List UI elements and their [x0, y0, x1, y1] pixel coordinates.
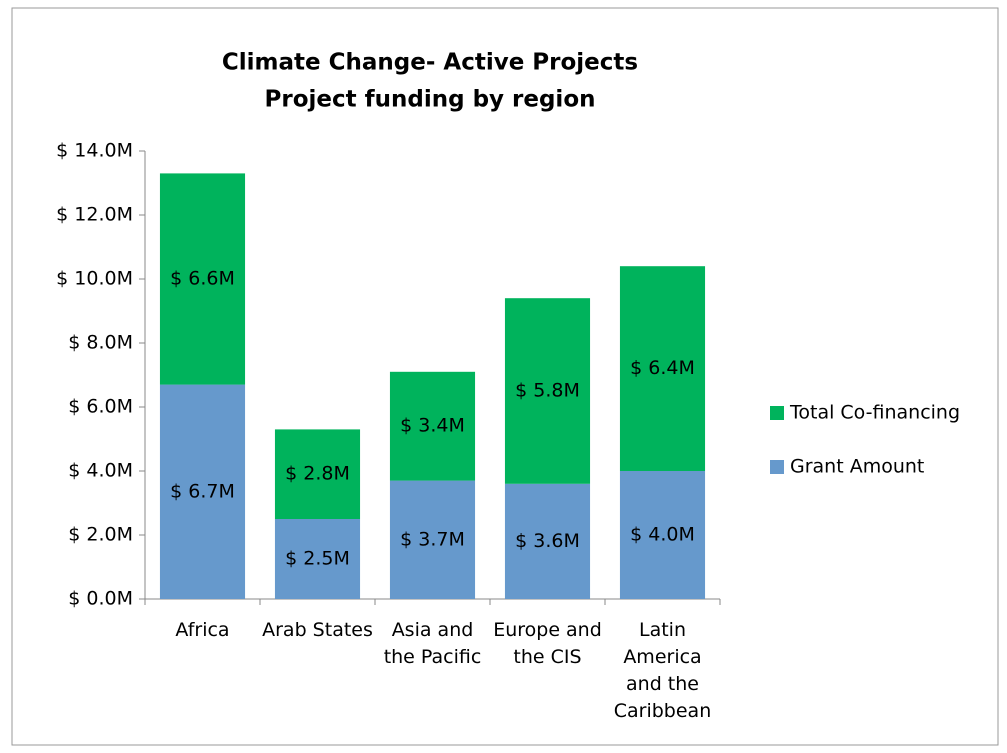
- bar-segment: [619, 471, 706, 599]
- data-label: $ 3.7M: [400, 528, 465, 550]
- data-label: $ 2.5M: [285, 548, 350, 570]
- data-label: $ 4.0M: [630, 524, 695, 546]
- x-tick-label: Europe and the CIS: [493, 619, 602, 668]
- x-tick-label: Africa: [175, 619, 230, 641]
- y-tick-label: $ 12.0M: [56, 204, 133, 226]
- x-tick-label: Asia and the Pacific: [383, 619, 482, 668]
- chart-title: Climate Change- Active Projects: [222, 50, 638, 76]
- data-label: $ 6.4M: [630, 357, 695, 379]
- data-label: $ 3.4M: [400, 415, 465, 437]
- x-tick-label: Latin America and the Caribbean: [613, 619, 712, 722]
- bar-segment: [159, 173, 246, 385]
- x-tick-label: Arab States: [262, 619, 373, 641]
- legend-label: Total Co-financing: [789, 402, 960, 424]
- bar-segment: [274, 429, 361, 519]
- data-label: $ 5.8M: [515, 380, 580, 402]
- legend-label: Grant Amount: [790, 456, 924, 478]
- bar-segment: [504, 298, 591, 484]
- bar-segment: [389, 480, 476, 599]
- y-tick-label: $ 8.0M: [68, 332, 133, 354]
- bar-segment: [389, 371, 476, 481]
- y-tick-label: $ 10.0M: [56, 268, 133, 290]
- data-label: $ 3.6M: [515, 530, 580, 552]
- chart-subtitle: Project funding by region: [265, 87, 596, 113]
- y-tick-label: $ 4.0M: [68, 460, 133, 482]
- bar-segment: [504, 483, 591, 599]
- bar-segment: [274, 519, 361, 599]
- y-tick-label: $ 2.0M: [68, 524, 133, 546]
- data-label: $ 6.6M: [170, 268, 235, 290]
- y-tick-label: $ 14.0M: [56, 140, 133, 162]
- y-tick-label: $ 0.0M: [68, 588, 133, 610]
- data-label: $ 2.8M: [285, 463, 350, 485]
- bar-segment: [619, 266, 706, 471]
- legend-swatch: [770, 406, 784, 420]
- data-label: $ 6.7M: [170, 480, 235, 502]
- bar-segment: [159, 384, 246, 599]
- legend-swatch: [770, 460, 784, 474]
- y-tick-label: $ 6.0M: [68, 396, 133, 418]
